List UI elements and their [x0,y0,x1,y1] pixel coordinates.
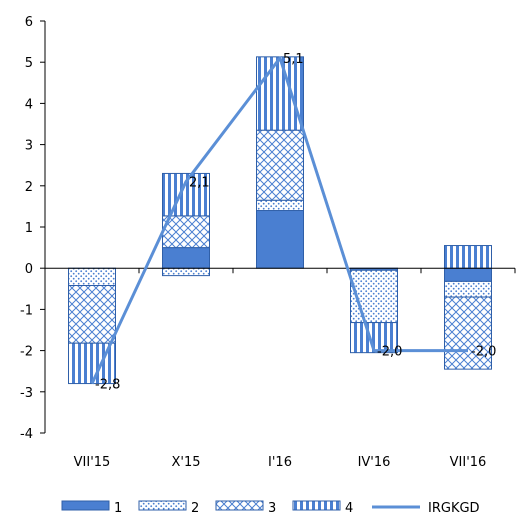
bar-series-4-3 [256,56,304,131]
bar-series-3-5 [444,296,492,370]
y-tick-label: 0 [25,262,33,277]
y-tick-label: -3 [20,386,33,401]
legend-swatch-1 [61,500,110,511]
y-tick-label: -4 [20,427,33,442]
data-label: 2,1 [189,176,210,191]
y-tick-label: 4 [25,97,33,112]
data-label: -2,0 [471,345,496,360]
y-tick-label: 6 [25,15,33,30]
bar-series-3-3 [256,129,304,201]
legend-label-irgkgd: IRGKGD [428,501,480,516]
legend-swatch-4 [292,500,341,511]
bar-series-3-1 [68,285,116,344]
y-tick-label: 3 [25,139,33,154]
bar-series-1-3 [256,210,304,269]
y-tick-label: -2 [20,345,33,360]
bar-series-1-2 [162,247,210,269]
x-tick-label: X'15 [171,455,200,470]
legend-label-2: 2 [191,501,199,516]
legend-swatch-3 [215,500,264,511]
bar-series-2-3 [256,199,304,212]
bar-series-4-5 [444,245,492,269]
legend-label-1: 1 [114,501,122,516]
bar-series-2-4 [350,269,398,324]
data-label: -2,0 [377,345,402,360]
bar-series-2-2 [162,267,210,277]
y-tick-label: 5 [25,56,33,71]
data-label: -2,8 [95,378,120,393]
x-tick-label: IV'16 [358,455,391,470]
bar-series-2-5 [444,280,492,298]
y-tick-label: 2 [25,180,33,195]
y-tick-label: 1 [25,221,33,236]
x-tick-label: VII'16 [450,455,487,470]
bar-series-3-2 [162,215,210,249]
bar-series-1-5 [444,267,492,282]
y-tick-label: -1 [20,303,33,318]
legend-label-4: 4 [345,501,353,516]
bar-series-2-1 [68,267,116,287]
x-tick-label: VII'15 [74,455,111,470]
line-series-irgkgd [90,56,468,385]
legend-label-3: 3 [268,501,276,516]
legend-swatch-2 [138,500,187,511]
data-label: 5,1 [283,52,304,67]
x-tick-label: I'16 [268,455,292,470]
